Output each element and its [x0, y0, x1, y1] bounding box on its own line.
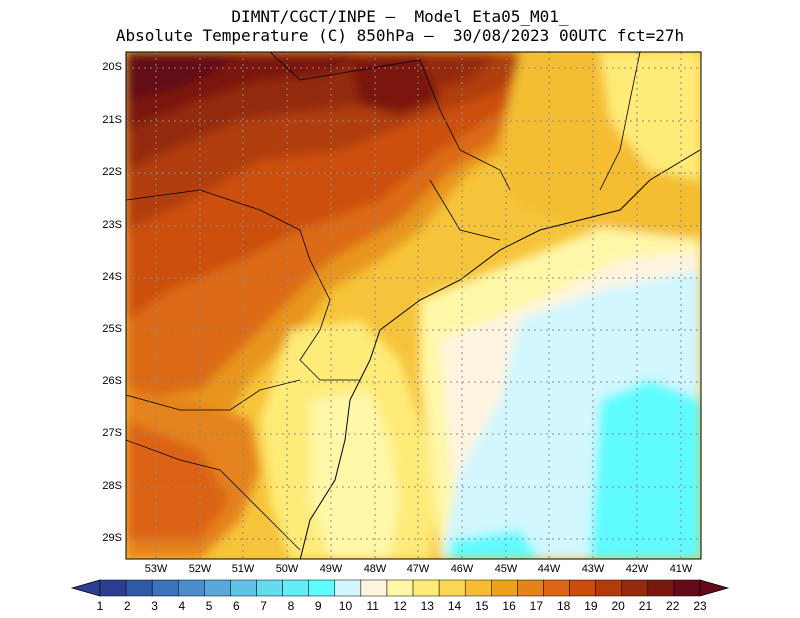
- field-9c: [590, 380, 701, 559]
- lat-label: 21S: [102, 114, 122, 126]
- coastline: [299, 149, 701, 559]
- colorbar-box: [595, 579, 622, 597]
- field-13c-ne: [600, 52, 701, 180]
- lat-label: 24S: [102, 271, 122, 283]
- map-frame: [125, 51, 702, 560]
- lat-label: 22S: [102, 166, 122, 178]
- field-12c: [310, 390, 400, 559]
- field-23c: [126, 52, 240, 100]
- state-border: [429, 179, 501, 241]
- colorbar-box: [360, 579, 388, 597]
- colorbar-label: 4: [178, 599, 186, 613]
- colorbar-box: [204, 579, 231, 597]
- lon-label: 51W: [231, 563, 255, 575]
- lon-label: 48W: [363, 563, 387, 575]
- colorbar-box: [386, 579, 414, 597]
- lat-label: 27S: [102, 427, 122, 439]
- field-9c-south: [450, 530, 540, 559]
- colorbar-label: 9: [314, 599, 322, 613]
- colorbar-label: 7: [260, 599, 267, 613]
- chart-title-line-2: Absolute Temperature (C) 850hPa – 30/08/…: [115, 26, 685, 45]
- chart-title-line-1: DIMNT/CGCT/INPE – Model Eta05_M01_: [231, 7, 569, 26]
- lon-label: 42W: [625, 563, 649, 575]
- state-border: [126, 189, 360, 381]
- colorbar-box: [151, 579, 179, 597]
- colorbar-box: [308, 579, 336, 597]
- lon-label: 44W: [537, 563, 561, 575]
- colorbar-box: [464, 579, 492, 597]
- state-border: [599, 52, 641, 191]
- colorbar-box: [334, 579, 362, 597]
- colorbar-label: 1: [96, 599, 104, 613]
- lon-label: 47W: [406, 563, 430, 575]
- lat-label: 28S: [102, 480, 122, 492]
- lon-label: 43W: [581, 563, 605, 575]
- graticule: [126, 52, 701, 559]
- lon-label: 50W: [275, 563, 299, 575]
- colorbar-box: [99, 579, 127, 597]
- lat-label: 29S: [102, 532, 122, 544]
- lon-label: 53W: [144, 563, 168, 575]
- colorbar-label: 15: [475, 599, 489, 613]
- colorbar-label: 11: [366, 599, 379, 613]
- coastlines-borders: [126, 52, 701, 559]
- colorbar-label: 8: [287, 599, 295, 613]
- lon-label: 41W: [669, 563, 693, 575]
- state-border: [269, 52, 511, 191]
- colorbar-label: 23: [693, 599, 707, 613]
- colorbar-label: 6: [233, 599, 240, 613]
- colorbar-left-arrow: [70, 579, 101, 597]
- colorbar-box: [543, 579, 570, 597]
- colorbar-label: 16: [502, 599, 516, 613]
- colorbar-label: 10: [338, 599, 353, 613]
- lon-label: 45W: [494, 563, 518, 575]
- lon-label: 46W: [450, 563, 474, 575]
- colorbar-label: 3: [151, 599, 158, 613]
- state-border: [126, 439, 301, 551]
- lat-label: 20S: [102, 61, 122, 73]
- colorbar-box: [178, 579, 205, 597]
- colorbar-box: [621, 579, 649, 597]
- colorbar-label: 14: [447, 599, 462, 613]
- colorbar-label: 22: [666, 599, 680, 613]
- colorbar-label: 19: [584, 599, 598, 613]
- colorbar: [70, 579, 730, 597]
- lat-label: 26S: [102, 375, 122, 387]
- colorbar-box: [412, 579, 440, 597]
- colorbar-box: [125, 579, 153, 597]
- colorbar-right-arrow: [699, 579, 730, 597]
- colorbar-box: [491, 579, 518, 597]
- colorbar-label: 5: [205, 599, 213, 613]
- state-border: [126, 379, 301, 411]
- colorbar-box: [256, 579, 283, 597]
- colorbar-box: [438, 579, 466, 597]
- lat-label: 23S: [102, 219, 122, 231]
- colorbar-box: [230, 579, 257, 597]
- colorbar-box: [673, 579, 701, 597]
- colorbar-boxes: [99, 579, 701, 597]
- colorbar-label: 20: [611, 599, 625, 613]
- colorbar-label: 17: [529, 599, 544, 613]
- colorbar-label: 21: [638, 599, 653, 613]
- lat-label: 25S: [102, 323, 122, 335]
- temperature-field: [126, 52, 701, 559]
- colorbar-label: 12: [393, 599, 407, 613]
- colorbar-label: 13: [420, 599, 434, 613]
- colorbar-box: [517, 579, 544, 597]
- colorbar-box: [569, 579, 596, 597]
- lon-label: 49W: [319, 563, 343, 575]
- lon-label: 52W: [188, 563, 212, 575]
- colorbar-box: [647, 579, 675, 597]
- colorbar-label: 2: [123, 599, 131, 613]
- colorbar-box: [282, 579, 309, 597]
- colorbar-label: 18: [556, 599, 571, 613]
